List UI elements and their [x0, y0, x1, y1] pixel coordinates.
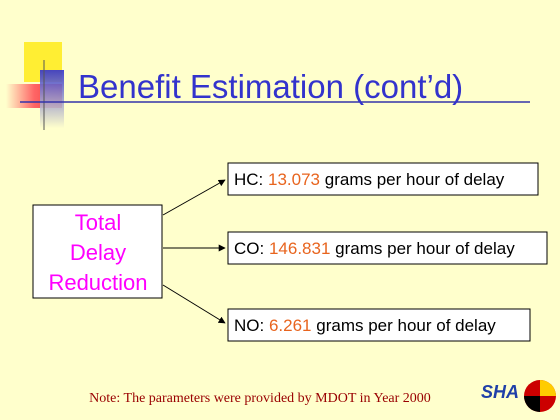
arrow: [162, 284, 226, 324]
box-line: Total: [75, 210, 121, 235]
item-label: HC:: [234, 170, 263, 189]
box-line: Reduction: [48, 270, 147, 295]
item-text: CO: 146.831 grams per hour of delay: [234, 239, 515, 258]
item-text: NO: 6.261 grams per hour of delay: [234, 316, 496, 335]
item-box: [227, 231, 548, 265]
box-line: Delay: [70, 240, 126, 265]
logo-emblem-part: [524, 396, 540, 412]
source-box: [32, 204, 163, 299]
item-label: NO:: [234, 316, 264, 335]
item-unit: grams per hour of delay: [316, 316, 496, 335]
item-text: HC: 13.073 grams per hour of delay: [234, 170, 505, 189]
logo: SHA: [481, 382, 519, 402]
item-unit: grams per hour of delay: [335, 239, 515, 258]
item-unit: grams per hour of delay: [325, 170, 505, 189]
item-value: 13.073: [268, 170, 320, 189]
item-label: CO:: [234, 239, 264, 258]
item-box: [227, 308, 531, 342]
title: Benefit Estimation (cont’d): [78, 68, 463, 105]
arrow: [162, 179, 226, 216]
logo-emblem-part: [540, 380, 556, 396]
item-value: 6.261: [269, 316, 312, 335]
note: Note: The parameters were provided by MD…: [89, 391, 431, 406]
item-box: [227, 162, 539, 196]
item-value: 146.831: [269, 239, 330, 258]
